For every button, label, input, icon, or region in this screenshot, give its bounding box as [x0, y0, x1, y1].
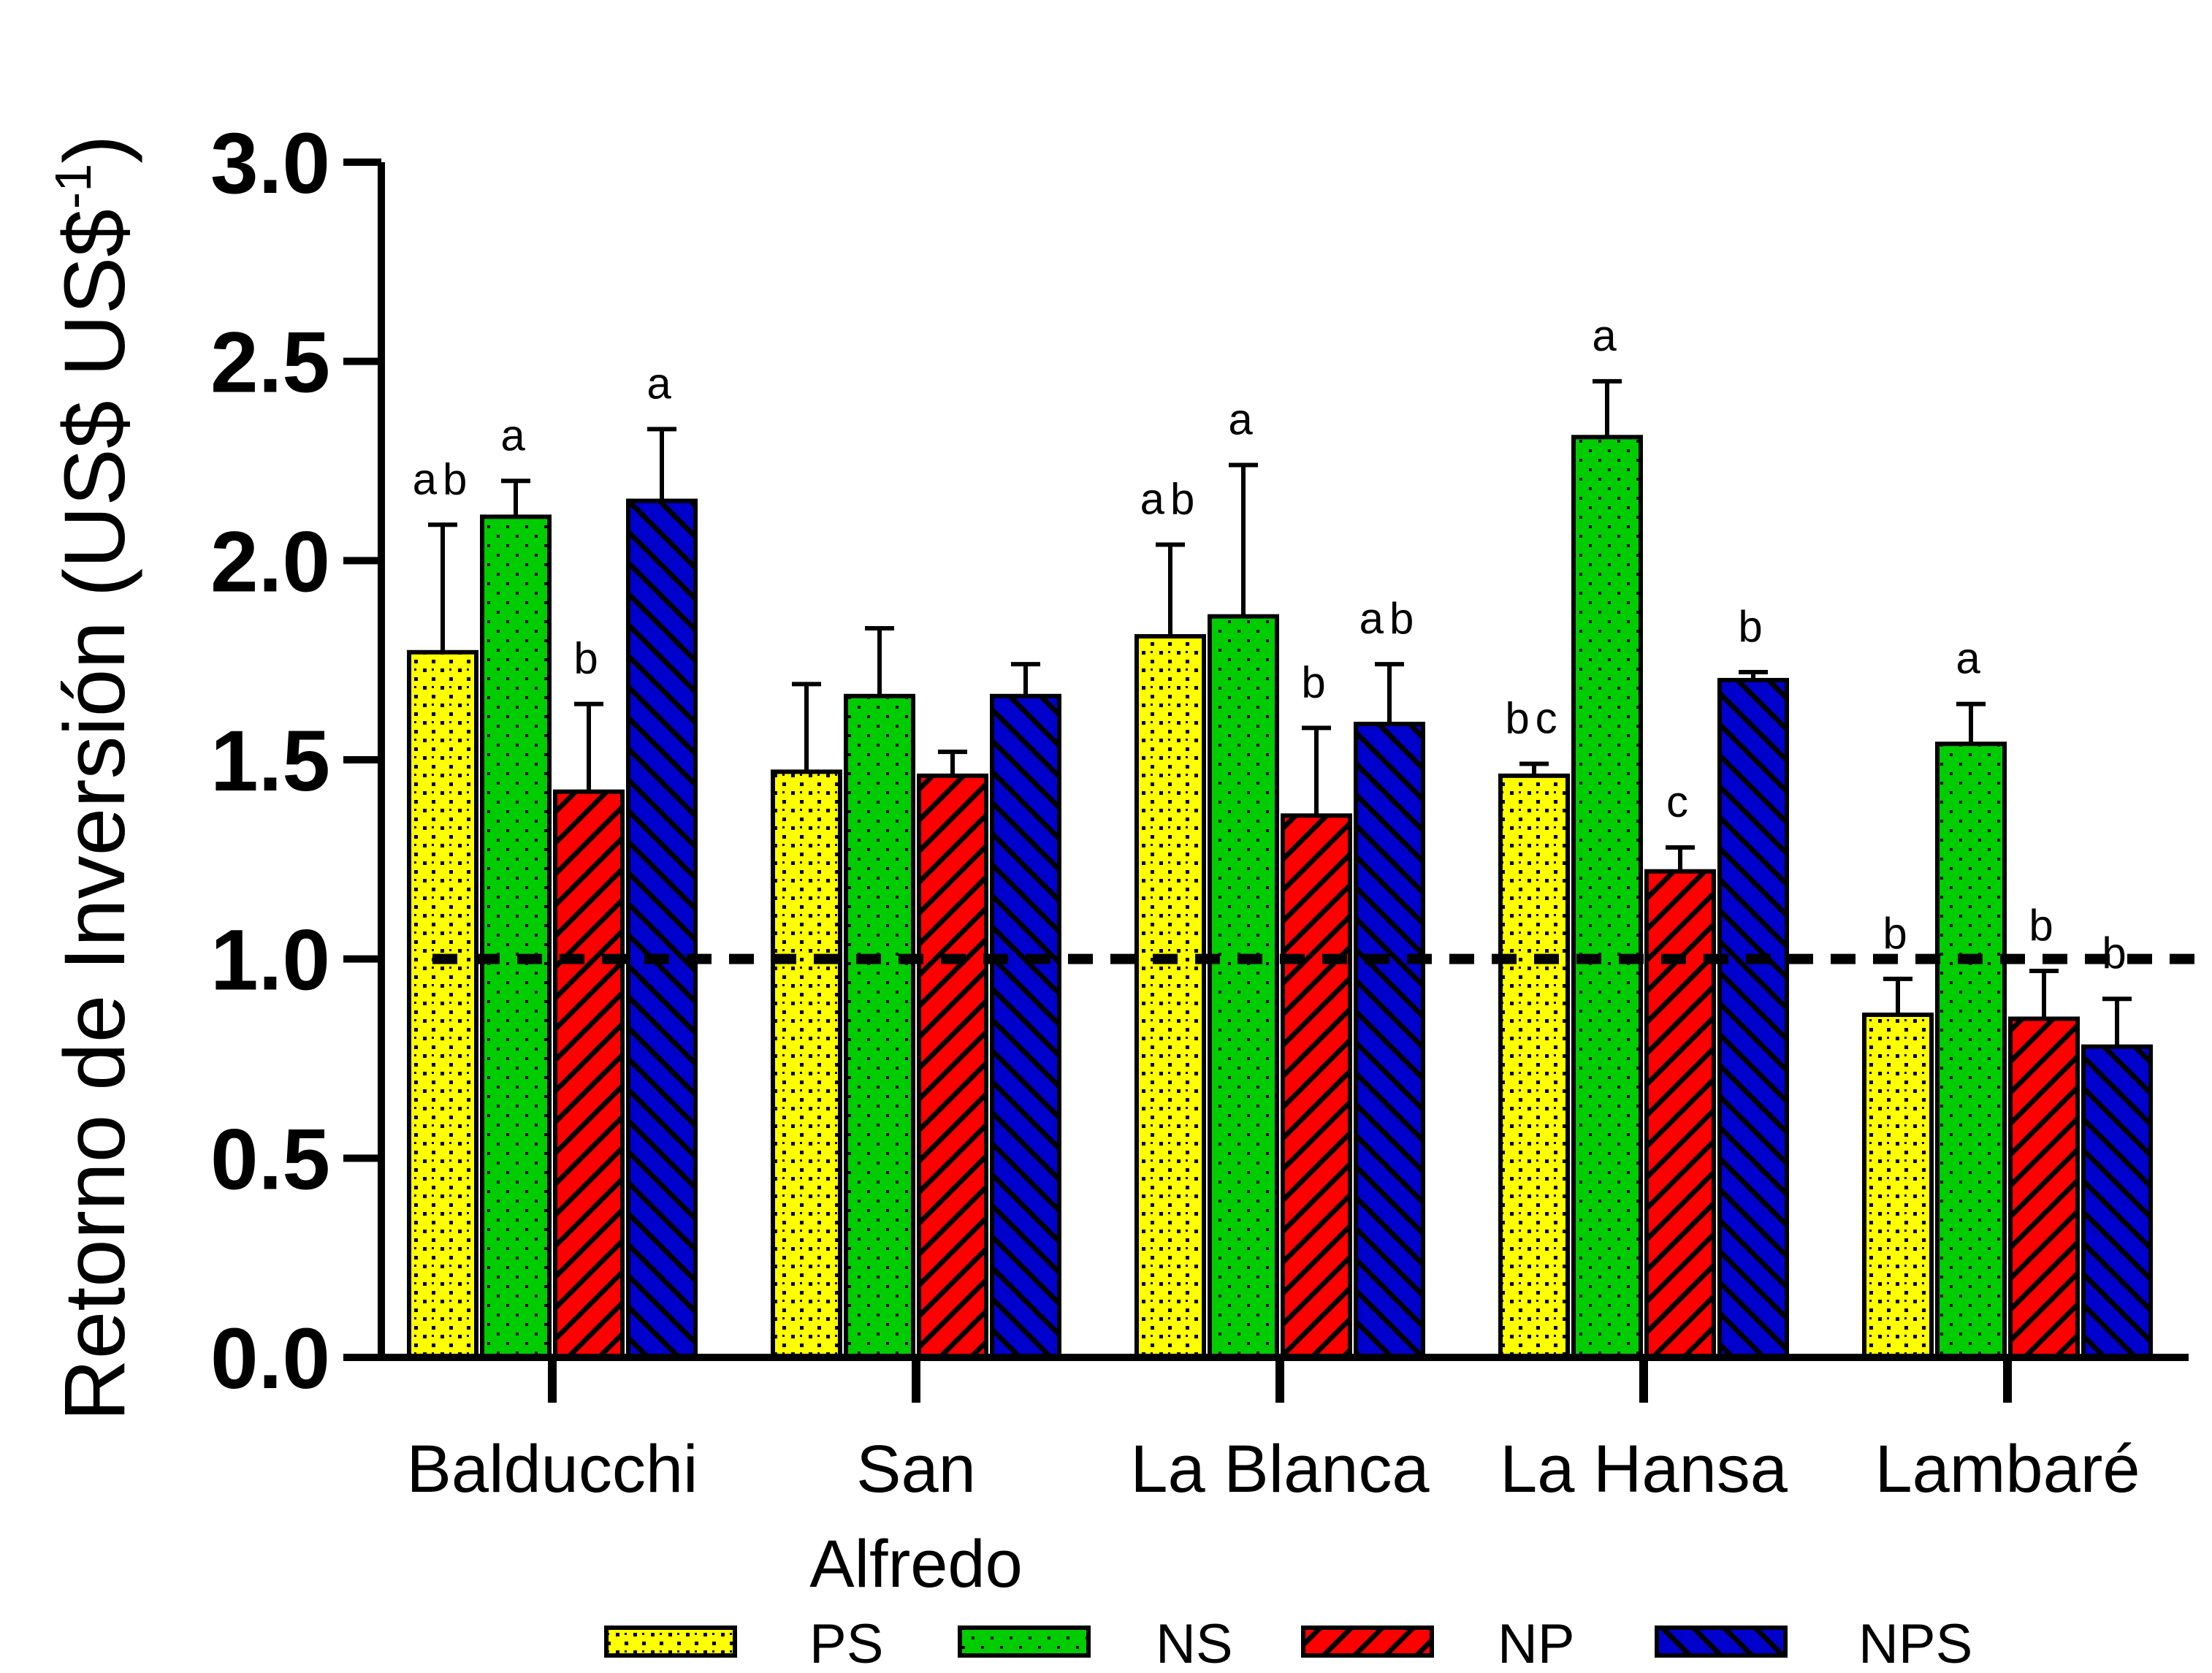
x-category-label: La Hansa — [1500, 1432, 1788, 1506]
bars-layer — [407, 435, 2153, 1360]
bar-ps — [407, 649, 478, 1360]
legend-label-np: NP — [1498, 1613, 1575, 1673]
x-category-label: San — [856, 1432, 976, 1506]
bar-ps — [1498, 773, 1570, 1360]
x-category-label: La Blanca — [1130, 1432, 1430, 1506]
bar-np — [553, 789, 625, 1360]
bar-nps — [626, 498, 698, 1360]
error-bars-layer — [428, 378, 2132, 1047]
bar-nps — [1354, 721, 1425, 1360]
bar-ns — [1935, 742, 2007, 1360]
y-tick-label: 1.5 — [210, 713, 330, 809]
y-axis-title-close: ) — [47, 135, 143, 164]
x-category-label-line2: Alfredo — [809, 1527, 1023, 1601]
y-axis-title-main: Retorno de Inversión (US$ US$ — [47, 209, 143, 1421]
legend: PS NS NP NPS — [604, 1613, 1972, 1673]
bar-nps — [1717, 677, 1789, 1360]
significance-letter: a — [500, 411, 530, 460]
y-axis-title-sup: -1 — [45, 164, 102, 209]
significance-letter: a — [647, 359, 676, 408]
y-axis-title: Retorno de Inversión (US$ US$-1) — [45, 135, 143, 1422]
legend-label-ps: PS — [809, 1613, 883, 1673]
bar-ps — [1134, 633, 1206, 1360]
legend-swatch-np — [1301, 1626, 1434, 1658]
legend-label-ns: NS — [1156, 1613, 1233, 1673]
legend-swatch-ps — [604, 1626, 737, 1658]
significance-letter: ab — [1140, 475, 1201, 524]
bar-nps — [990, 693, 1061, 1360]
significance-letter: b — [1738, 602, 1768, 651]
bar-ps — [1862, 1013, 1934, 1360]
legend-swatch-ns — [958, 1626, 1091, 1658]
significance-letter: ab — [1359, 594, 1420, 643]
significance-letter: a — [1956, 634, 1986, 683]
bar-ns — [844, 693, 915, 1360]
significance-letter: b — [2029, 901, 2059, 950]
bar-ps — [771, 769, 842, 1360]
bar-ns — [480, 514, 552, 1360]
bar-nps — [2081, 1044, 2153, 1360]
significance-letter: b — [2102, 929, 2132, 977]
y-tick-label: 2.0 — [210, 514, 330, 610]
significance-letter: ab — [413, 454, 473, 503]
y-tick-label: 0.0 — [210, 1311, 330, 1407]
y-tick-label: 0.5 — [210, 1111, 330, 1208]
y-tick-label: 1.0 — [210, 912, 330, 1009]
bar-ns — [1208, 614, 1279, 1360]
significance-letter: c — [1666, 777, 1694, 826]
significance-letter: b — [1883, 909, 1912, 958]
bar-np — [2008, 1016, 2080, 1360]
y-tick-label: 2.5 — [210, 315, 330, 411]
bar-np — [917, 773, 988, 1360]
significance-letter: bc — [1505, 693, 1563, 742]
bar-np — [1281, 813, 1352, 1360]
significance-letter: a — [1228, 395, 1258, 443]
significance-letter: b — [573, 634, 603, 683]
y-axis-ticks: 0.0 0.5 1.0 1.5 2.0 2.5 3.0 — [210, 115, 381, 1407]
significance-letter: b — [1301, 658, 1331, 706]
bar-ns — [1571, 435, 1643, 1360]
legend-swatch-nps — [1655, 1626, 1788, 1658]
bar-np — [1644, 869, 1716, 1360]
y-tick-label: 3.0 — [210, 115, 330, 212]
x-category-label: Balducchi — [407, 1432, 698, 1506]
x-axis-ticks: Balducchi San Alfredo La Blanca La Hansa Lamb… — [407, 1357, 2140, 1601]
significance-letter: a — [1592, 311, 1622, 360]
x-category-label: Lambaré — [1875, 1432, 2140, 1506]
legend-label-nps: NPS — [1858, 1613, 1972, 1673]
